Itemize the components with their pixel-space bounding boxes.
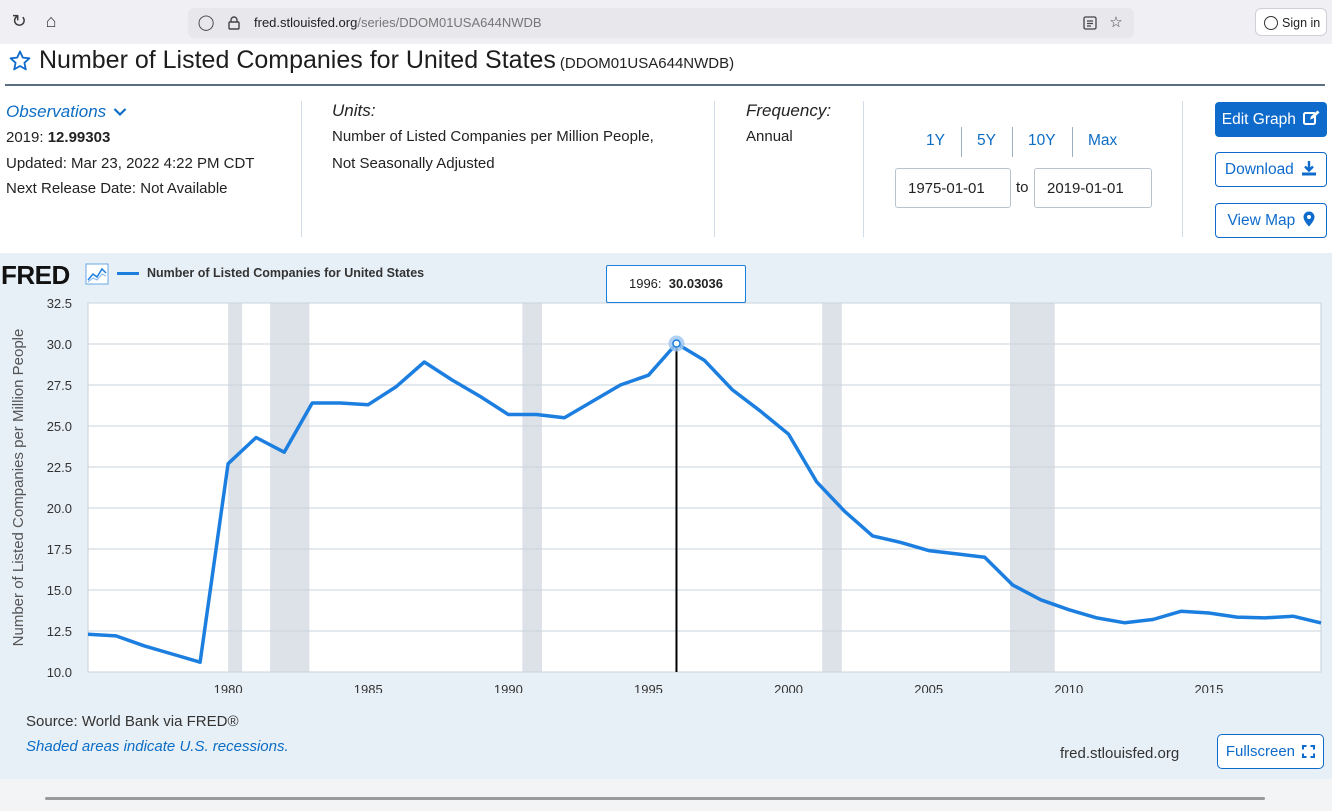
next-release-date: Next Release Date: Not Available <box>6 180 228 197</box>
range-separator <box>961 127 962 157</box>
x-tick-label: 1995 <box>634 682 663 693</box>
units-line-2: Not Seasonally Adjusted <box>332 155 495 172</box>
start-date-input[interactable] <box>895 168 1011 208</box>
x-tick-label: 2010 <box>1054 682 1083 693</box>
horizontal-scrollbar[interactable] <box>45 797 1265 800</box>
line-chart[interactable]: 10.0 12.5 15.0 17.5 20.0 22.5 25.0 27.5 30.0 32.5… <box>0 253 1332 693</box>
site-url: fred.stlouisfed.org <box>1060 745 1180 762</box>
chart-line-icon <box>85 263 109 285</box>
x-tick-label: 1980 <box>214 682 243 693</box>
url-text[interactable]: fred.stlouisfed.org/series/DDOM01USA644N… <box>254 15 542 30</box>
updated-date: Updated: Mar 23, 2022 4:22 PM CDT <box>6 155 255 172</box>
y-tick-label: 17.5 <box>47 542 72 557</box>
units-label: Units: <box>332 101 376 120</box>
y-tick-label: 30.0 <box>47 337 72 352</box>
lock-icon[interactable] <box>224 12 244 34</box>
y-tick-label: 32.5 <box>47 296 72 311</box>
range-10y-button[interactable]: 10Y <box>1028 132 1056 149</box>
range-separator <box>1012 127 1013 157</box>
divider <box>1182 101 1183 237</box>
series-line <box>87 341 1322 664</box>
units-line-1: Number of Listed Companies per Million P… <box>332 128 654 145</box>
fullscreen-button[interactable]: Fullscreen <box>1217 734 1324 769</box>
chart-tooltip: 1996: 30.03036 <box>606 265 746 303</box>
account-icon <box>1264 16 1278 30</box>
reader-view-icon[interactable] <box>1080 12 1100 34</box>
page-bottom <box>0 779 1332 811</box>
to-label: to <box>1016 179 1029 196</box>
fullscreen-icon <box>1302 745 1316 758</box>
recession-band <box>822 303 842 672</box>
y-axis-title: Number of Listed Companies per Million P… <box>10 329 27 647</box>
end-date-input[interactable] <box>1034 168 1152 208</box>
y-tick-label: 20.0 <box>47 501 72 516</box>
range-max-button[interactable]: Max <box>1088 132 1118 149</box>
x-tick-label: 2005 <box>914 682 943 693</box>
address-bar[interactable]: ◯ fred.stlouisfed.org/series/DDOM01USA64… <box>188 8 1134 38</box>
map-pin-icon <box>1303 211 1315 227</box>
y-tick-label: 10.0 <box>47 665 72 680</box>
x-tick-label: 2015 <box>1194 682 1223 693</box>
y-tick-label: 22.5 <box>47 460 72 475</box>
x-tick-label: 2000 <box>774 682 803 693</box>
bookmark-star-icon[interactable]: ☆ <box>1109 14 1123 31</box>
divider <box>863 101 864 237</box>
x-tick-label: 1985 <box>354 682 383 693</box>
download-button[interactable]: Download <box>1215 152 1327 187</box>
range-5y-button[interactable]: 5Y <box>977 132 996 149</box>
series-id: (DDOM01USA644NWDB) <box>559 55 735 72</box>
reload-icon[interactable]: ↻ <box>11 11 27 31</box>
edit-icon <box>1303 110 1320 125</box>
edit-graph-button[interactable]: Edit Graph <box>1215 102 1327 137</box>
chevron-down-icon <box>113 108 127 117</box>
browser-toolbar: ↻ ⌂ ◯ fred.stlouisfed.org/series/DDOM01U… <box>0 0 1332 44</box>
sign-in-button[interactable]: Sign in <box>1255 8 1327 36</box>
title-divider <box>5 84 1325 86</box>
frequency-label: Frequency: <box>746 101 832 120</box>
source-text: Source: World Bank via FRED® <box>26 713 239 730</box>
range-1y-button[interactable]: 1Y <box>926 132 945 149</box>
view-map-button[interactable]: View Map <box>1215 203 1327 238</box>
fred-logo: FRED <box>1 260 70 290</box>
home-icon[interactable]: ⌂ <box>45 11 57 31</box>
range-separator <box>1072 127 1073 157</box>
divider <box>714 101 715 237</box>
page-title: Number of Listed Companies for United St… <box>39 46 735 74</box>
recession-band <box>270 303 310 672</box>
y-tick-label: 15.0 <box>47 583 72 598</box>
favorite-star-icon[interactable] <box>8 49 32 73</box>
latest-observation: 2019: 12.99303 <box>6 129 111 146</box>
legend-swatch <box>117 272 139 275</box>
divider <box>301 101 302 237</box>
recession-note-link[interactable]: Shaded areas indicate U.S. recessions. <box>26 738 289 755</box>
observations-toggle[interactable]: Observations <box>6 102 127 122</box>
y-tick-label: 25.0 <box>47 419 72 434</box>
frequency-value: Annual <box>746 128 793 145</box>
tracking-shield-icon[interactable]: ◯ <box>197 14 215 31</box>
hover-point <box>672 339 681 348</box>
recession-band <box>228 303 243 672</box>
download-icon <box>1302 161 1317 176</box>
legend-label[interactable]: Number of Listed Companies for United St… <box>147 266 425 280</box>
recession-band <box>1009 303 1055 672</box>
y-tick-label: 27.5 <box>47 378 72 393</box>
recession-band <box>522 303 542 672</box>
y-tick-label: 12.5 <box>47 624 72 639</box>
x-tick-label: 1990 <box>494 682 523 693</box>
